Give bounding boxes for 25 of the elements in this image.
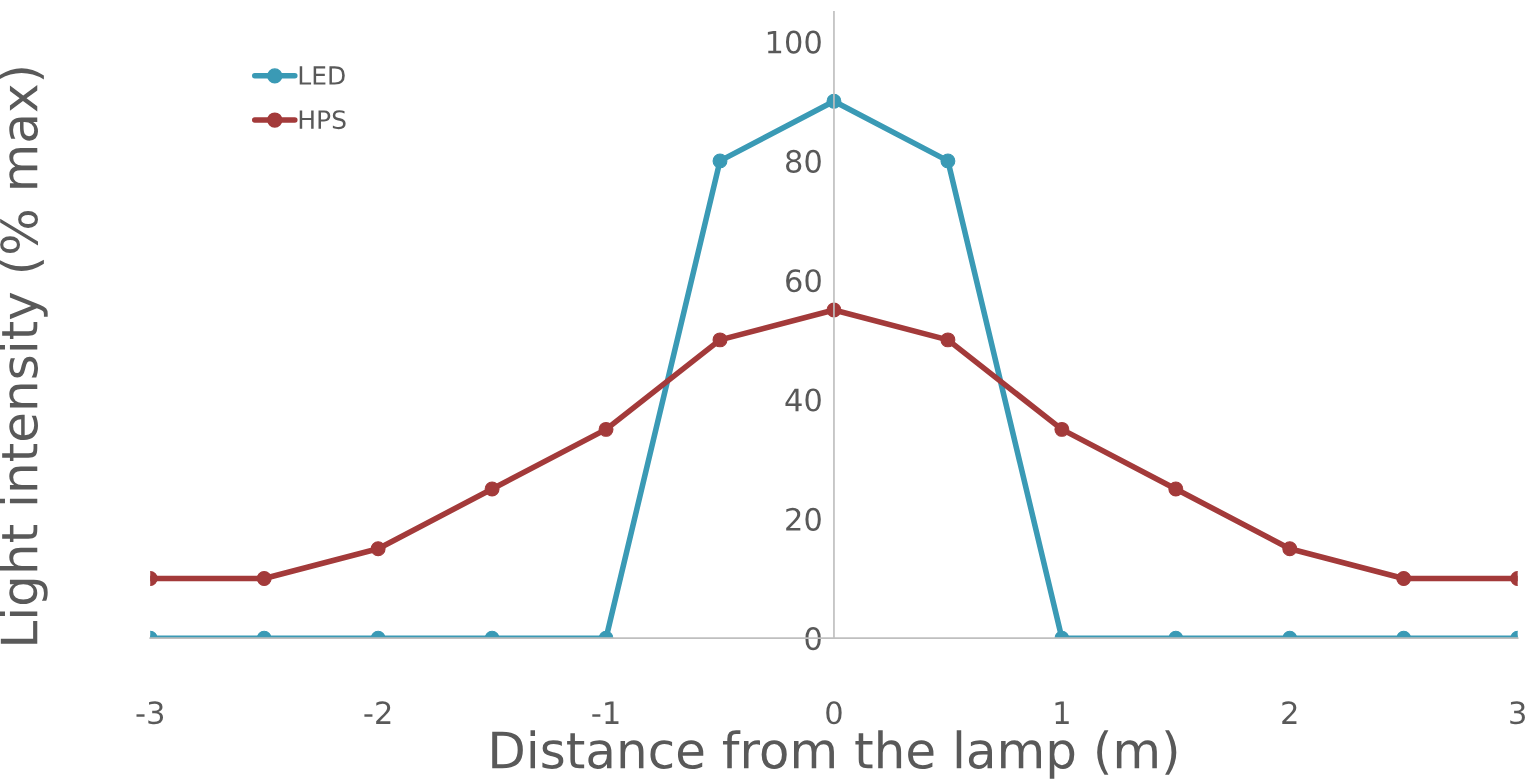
x-tick-label: -2 [364,701,391,724]
point [940,332,956,348]
y-tick-label: 20 [786,507,821,531]
point [484,481,500,497]
x-tick-label: 0 [826,701,842,725]
x-tick-label: -1 [592,701,619,724]
y-tick-label: 80 [786,149,821,173]
y-tick-label: 40 [785,388,821,412]
y-tick-label: 0 [805,627,821,651]
y-axis-title: Light intensity (% max) [0,68,48,644]
x-axis-title: Distance from the lamp (m) [492,730,1177,779]
y-tick-label: 60 [786,269,821,293]
legend-label: HPS [299,110,346,130]
point [598,421,614,437]
x-tick-label: 2 [1282,701,1297,724]
x-tick-label: 3 [1510,701,1525,725]
point [712,332,728,348]
point [940,153,956,169]
point [1168,481,1184,497]
x-tick-label: -3 [136,701,164,725]
legend-label: LED [299,66,345,85]
y-tick-label: 100 [767,30,821,54]
point [712,153,728,169]
x-tick-label: 1 [1055,701,1069,724]
point [1054,421,1070,437]
